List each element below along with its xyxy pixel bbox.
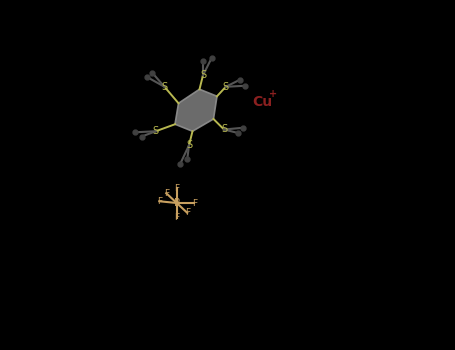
Text: F: F [192,198,197,208]
Polygon shape [175,89,217,131]
Text: F: F [174,184,179,193]
Text: F: F [164,189,169,198]
Text: P: P [174,198,180,208]
Text: +: + [269,89,277,99]
Text: S: S [153,126,159,136]
Text: F: F [174,213,179,222]
Text: F: F [157,197,162,206]
Text: S: S [200,70,206,80]
Text: S: S [221,125,227,134]
Text: Cu: Cu [253,94,273,108]
Text: S: S [162,82,167,92]
Text: F: F [185,208,190,217]
Text: S: S [222,82,229,92]
Text: S: S [186,140,192,150]
